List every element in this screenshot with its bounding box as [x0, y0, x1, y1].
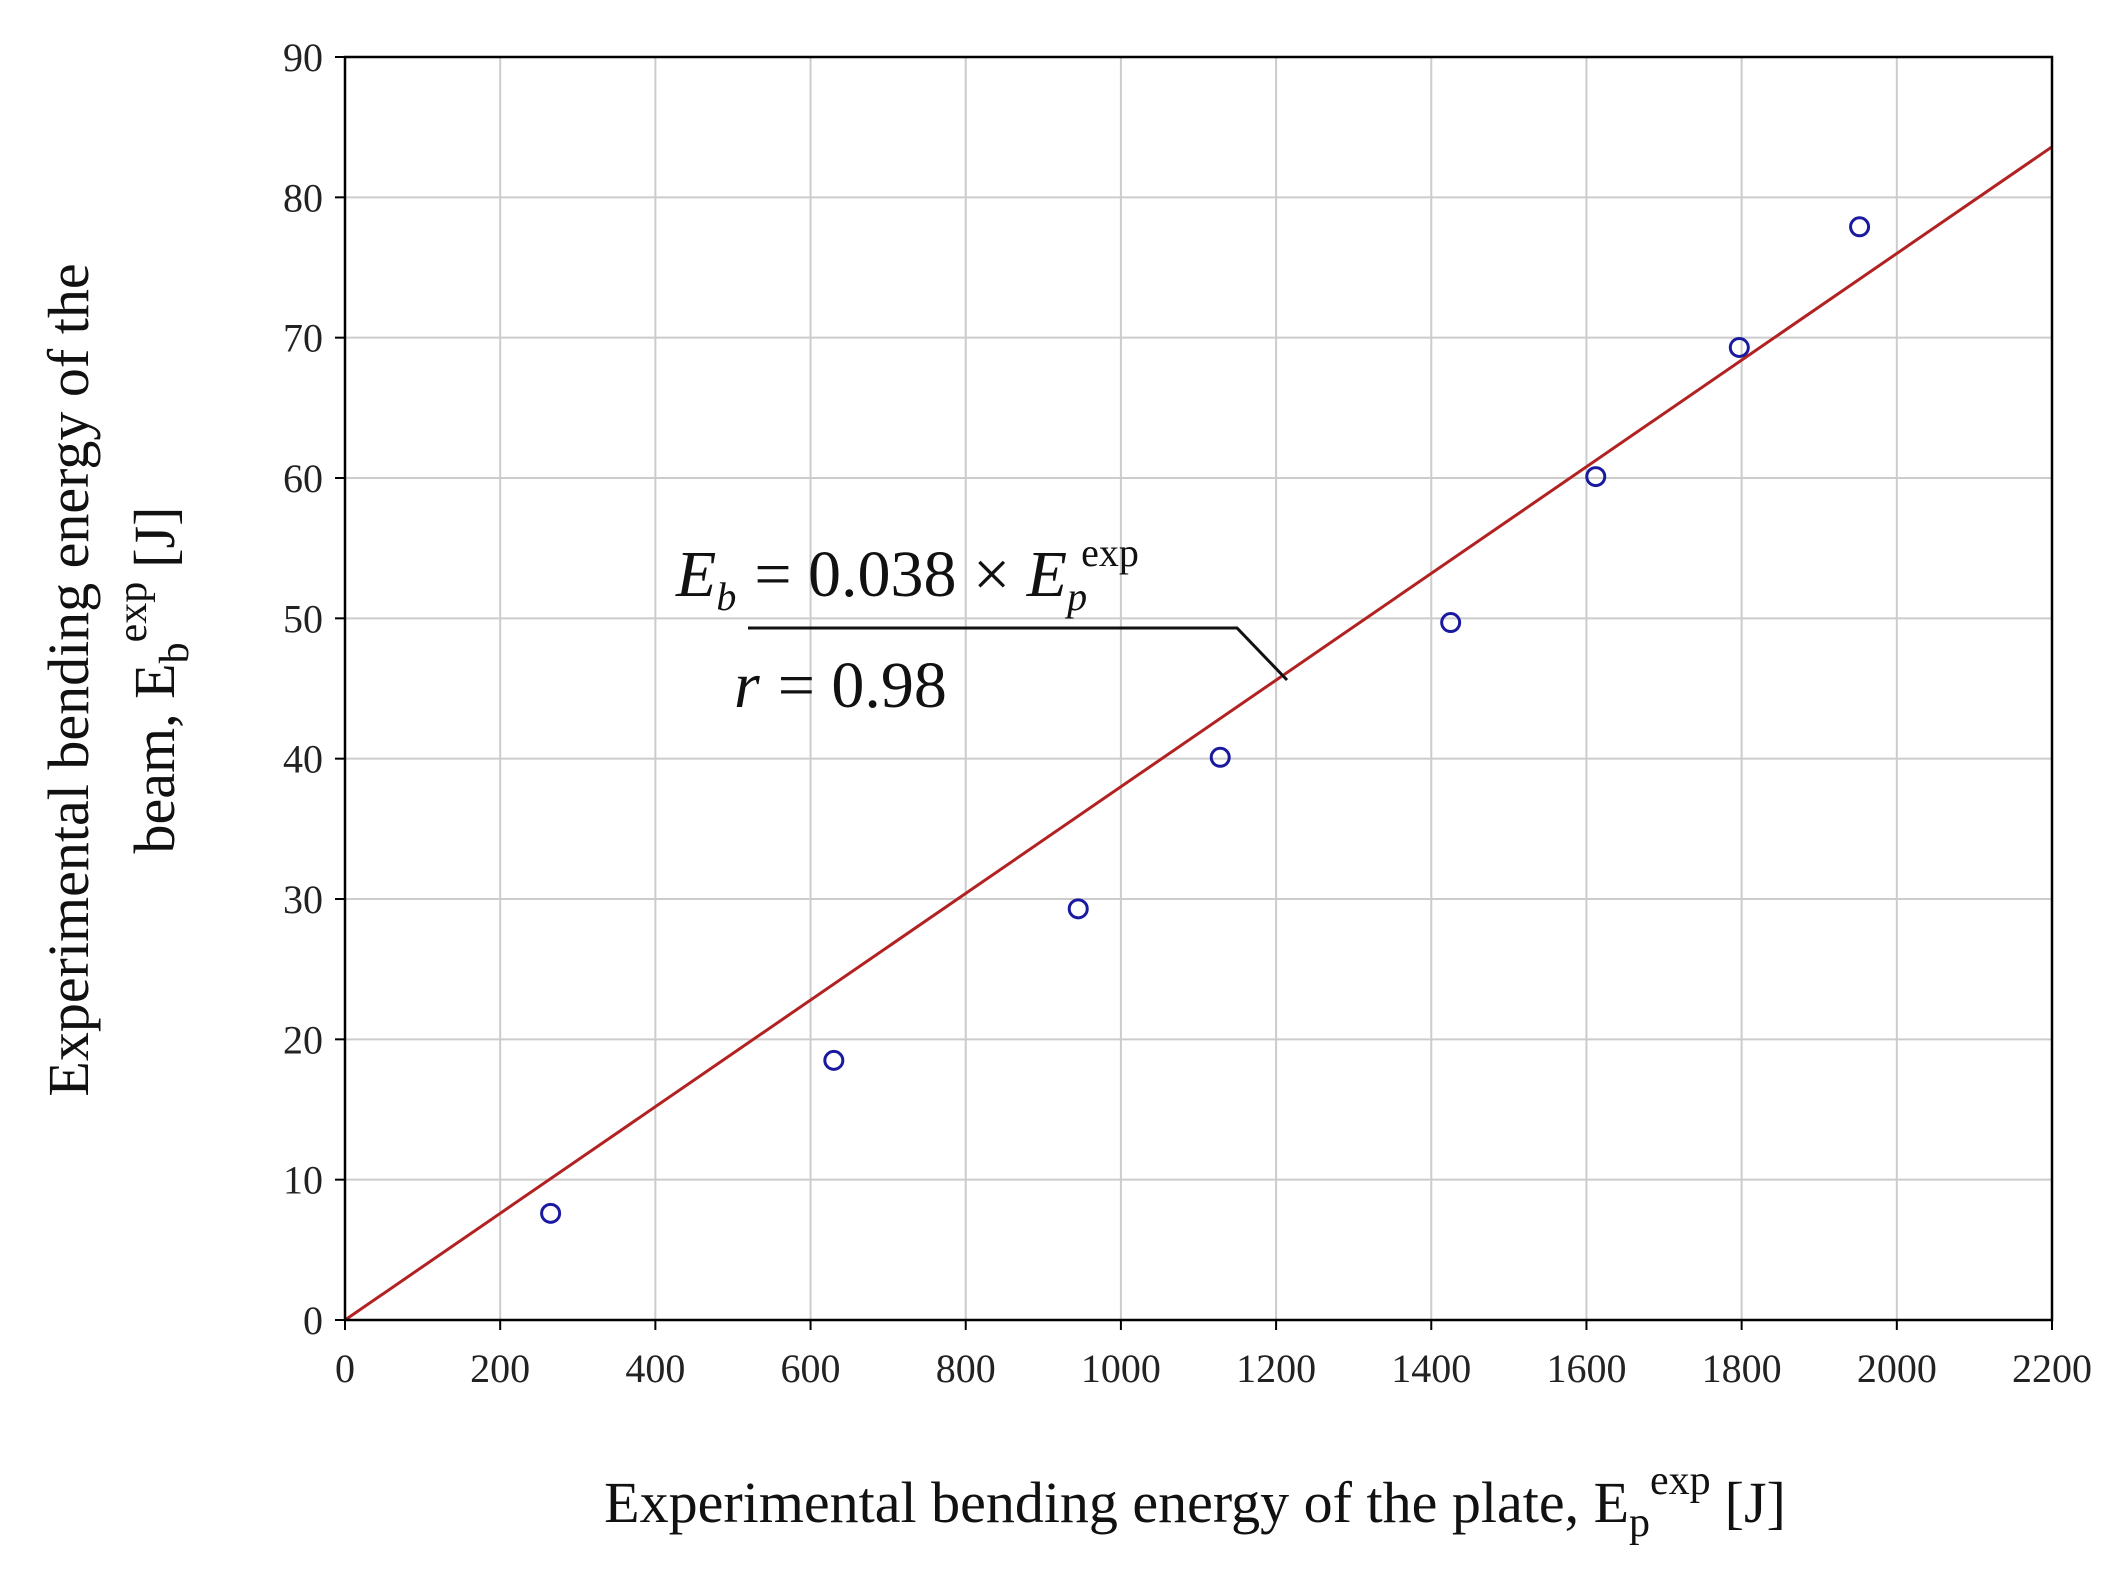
y-tick-label: 70 — [283, 316, 323, 361]
correlation-text: r = 0.98 — [734, 649, 947, 722]
grid — [345, 57, 2052, 1320]
y-axis-title: Experimental bending energy of the beam,… — [36, 263, 198, 1096]
x-tick-label: 200 — [470, 1346, 530, 1391]
data-point — [1067, 898, 1089, 920]
eq-equals: = 0.038 × — [754, 538, 1026, 611]
data-point — [823, 1049, 845, 1071]
r-var: r — [734, 649, 760, 722]
x-tick-label: 2000 — [1857, 1346, 1937, 1391]
data-point — [1849, 216, 1871, 238]
y-tick-label: 30 — [283, 877, 323, 922]
y-tick-label: 80 — [283, 175, 323, 220]
annotation-leader-line — [748, 626, 1289, 682]
axis-ticks: 0 200 400 600 800 1000 1200 1400 1600 1800 2000 220… — [283, 35, 2092, 1391]
regression-line — [344, 145, 2053, 1322]
x-tick-label: 400 — [625, 1346, 685, 1391]
y-tick-label: 50 — [283, 596, 323, 641]
eq-rhs-sup: exp — [1081, 530, 1139, 575]
y-tick-label: 60 — [283, 456, 323, 501]
x-tick-label: 2200 — [2012, 1346, 2092, 1391]
data-point — [1728, 336, 1750, 358]
x-tick-label: 1200 — [1236, 1346, 1316, 1391]
x-tick-label: 800 — [936, 1346, 996, 1391]
x-axis-title-text: Experimental bending energy of the plate… — [604, 1470, 1629, 1535]
x-axis-title-unit: [J] — [1725, 1470, 1786, 1535]
x-tick-label: 1600 — [1546, 1346, 1626, 1391]
x-tick-label: 600 — [781, 1346, 841, 1391]
y-axis-title-sup: exp — [110, 582, 156, 643]
r-value: = 0.98 — [778, 649, 947, 722]
x-axis-title: Experimental bending energy of the plate… — [604, 1458, 1786, 1546]
y-axis-title-text: beam, E — [122, 663, 187, 853]
eq-rhs-sub: p — [1064, 574, 1087, 619]
eq-rhs-var: E — [1026, 538, 1067, 611]
y-axis-title-line2: beam, Ebexp [J] — [110, 507, 198, 854]
y-axis-title-unit: [J] — [122, 507, 187, 568]
data-point — [1585, 466, 1607, 488]
equation-text: Eb = 0.038 × Epexp — [675, 530, 1139, 619]
y-tick-label: 40 — [283, 737, 323, 782]
eq-lhs-sub: b — [716, 574, 736, 619]
y-axis-title-sub: b — [152, 642, 198, 663]
y-tick-label: 20 — [283, 1017, 323, 1062]
x-axis-title-sup: exp — [1650, 1458, 1711, 1504]
y-tick-label: 10 — [283, 1158, 323, 1203]
eq-lhs-var: E — [675, 538, 716, 611]
data-point — [540, 1202, 562, 1224]
x-tick-label: 1400 — [1391, 1346, 1471, 1391]
x-axis-title-sub: p — [1629, 1500, 1650, 1546]
x-tick-label: 1000 — [1081, 1346, 1161, 1391]
regression-annotation: Eb = 0.038 × Epexp r = 0.98 — [675, 530, 1289, 722]
y-tick-label: 90 — [283, 35, 323, 80]
data-point — [1440, 612, 1462, 634]
x-tick-label: 0 — [335, 1346, 355, 1391]
data-point — [1209, 746, 1231, 768]
plot-frame — [343, 55, 2054, 1322]
y-axis-title-line1: Experimental bending energy of the — [36, 263, 101, 1096]
x-tick-label: 1800 — [1702, 1346, 1782, 1391]
y-tick-label: 0 — [303, 1298, 323, 1343]
data-points — [540, 216, 1871, 1224]
